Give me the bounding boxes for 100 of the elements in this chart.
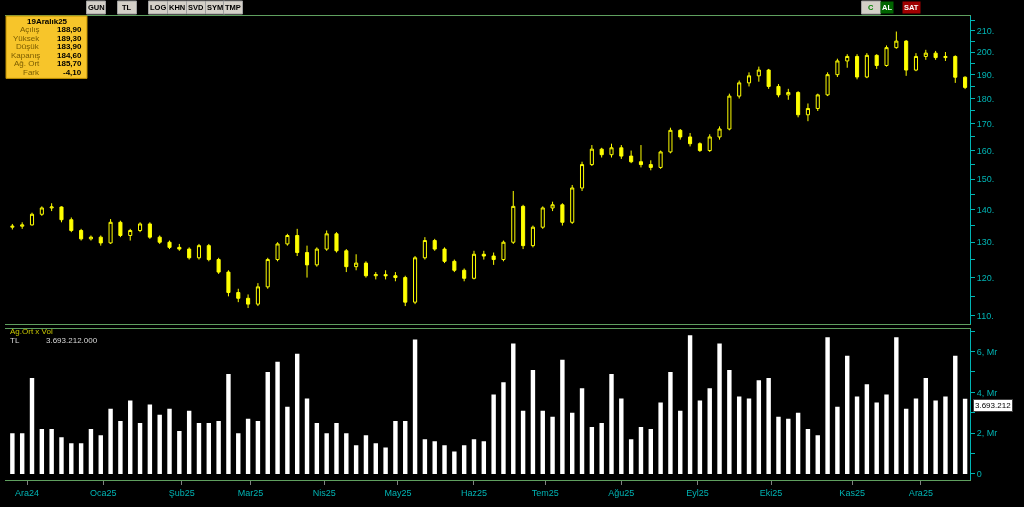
annotation: Fark	[23, 68, 40, 77]
candlestick	[491, 252, 496, 266]
x-tick-label: May25	[384, 487, 412, 498]
y-tick-label: 6, Mr	[976, 346, 998, 357]
bar	[599, 422, 604, 474]
candlestick	[579, 161, 585, 192]
y-tick-label: 0	[976, 469, 982, 480]
bar	[294, 353, 300, 474]
bar	[118, 420, 123, 474]
bar	[933, 400, 938, 474]
bar	[579, 388, 585, 474]
bar	[560, 359, 565, 474]
candlestick	[609, 143, 614, 158]
y-tick-label: 200.	[976, 47, 995, 58]
bar	[795, 412, 801, 474]
bar	[736, 396, 742, 474]
x-tick-label: Tem25	[531, 487, 559, 498]
bar	[766, 378, 771, 474]
bar	[314, 422, 320, 474]
candlestick	[953, 54, 958, 84]
bar	[363, 435, 369, 474]
text: 3.693.212	[975, 401, 1012, 410]
candlestick	[471, 250, 477, 280]
candlestick	[540, 205, 545, 230]
y-tick-label: 4, Mr	[976, 387, 998, 398]
candlestick	[304, 245, 310, 279]
candlestick	[913, 52, 919, 72]
bar	[746, 398, 752, 474]
bar	[98, 435, 103, 474]
candlestick	[59, 205, 64, 223]
bar	[707, 388, 712, 474]
candlestick	[501, 240, 506, 262]
candlestick	[737, 80, 742, 100]
y-tick-label: 2, Mr	[976, 428, 998, 439]
bar	[147, 404, 153, 474]
candlestick	[265, 257, 270, 290]
bar	[88, 429, 94, 474]
candlestick	[835, 58, 840, 78]
bar	[324, 433, 329, 474]
bar	[10, 433, 15, 474]
y-tick-label: 150.	[976, 174, 995, 185]
annotation: 183,90	[57, 42, 83, 51]
bar	[245, 418, 251, 474]
bar	[78, 443, 84, 474]
bar	[344, 433, 349, 474]
candlestick	[796, 90, 801, 118]
bar	[137, 422, 143, 474]
candlestick	[147, 221, 152, 240]
bar	[874, 402, 879, 474]
candlestick	[442, 246, 447, 264]
x-tick-label: Mar25	[237, 487, 264, 498]
bar	[393, 420, 398, 474]
candlestick	[746, 71, 752, 87]
candlestick	[167, 240, 172, 250]
candlestick	[766, 68, 771, 90]
bar	[805, 429, 811, 474]
candlestick	[206, 243, 211, 262]
candlestick	[864, 52, 869, 79]
candlestick	[49, 202, 54, 212]
candlestick	[550, 201, 555, 212]
x-tick-label: Kas25	[839, 487, 865, 498]
candlestick	[678, 128, 683, 141]
bar	[383, 447, 388, 474]
x-tick-label: Oca25	[89, 487, 117, 498]
annotation: 188,90	[57, 25, 83, 34]
candlestick	[688, 132, 693, 147]
bar	[835, 406, 840, 474]
bar	[589, 427, 595, 474]
bar	[628, 439, 634, 474]
candlestick	[413, 255, 418, 305]
bar	[825, 337, 830, 474]
annotation: Açılış	[20, 25, 40, 34]
bar	[511, 343, 516, 474]
bar	[619, 398, 624, 474]
x-tick-label: Nis25	[312, 487, 336, 498]
candlestick	[727, 93, 732, 131]
annotation: Yüksek	[13, 34, 41, 43]
y-tick-label: 130.	[976, 237, 995, 248]
bar	[167, 408, 172, 474]
candlestick	[599, 147, 604, 158]
bar	[923, 378, 929, 474]
candlestick	[39, 205, 44, 217]
bar	[756, 380, 762, 474]
x-tick-label: Eki25	[759, 487, 783, 498]
x-tick-label: Ağu25	[608, 487, 635, 498]
candlestick	[904, 39, 909, 77]
candlestick	[776, 83, 781, 98]
bar	[461, 445, 467, 474]
candlestick	[108, 218, 113, 245]
candlestick	[697, 141, 702, 153]
candlestick	[432, 238, 437, 252]
bar	[697, 400, 703, 474]
candlestick	[177, 243, 182, 252]
candlestick	[138, 221, 143, 233]
bar	[186, 410, 192, 474]
candlestick	[324, 230, 329, 252]
candlestick	[10, 223, 15, 231]
bar	[59, 437, 64, 474]
bar	[403, 420, 408, 474]
bar	[727, 369, 732, 474]
